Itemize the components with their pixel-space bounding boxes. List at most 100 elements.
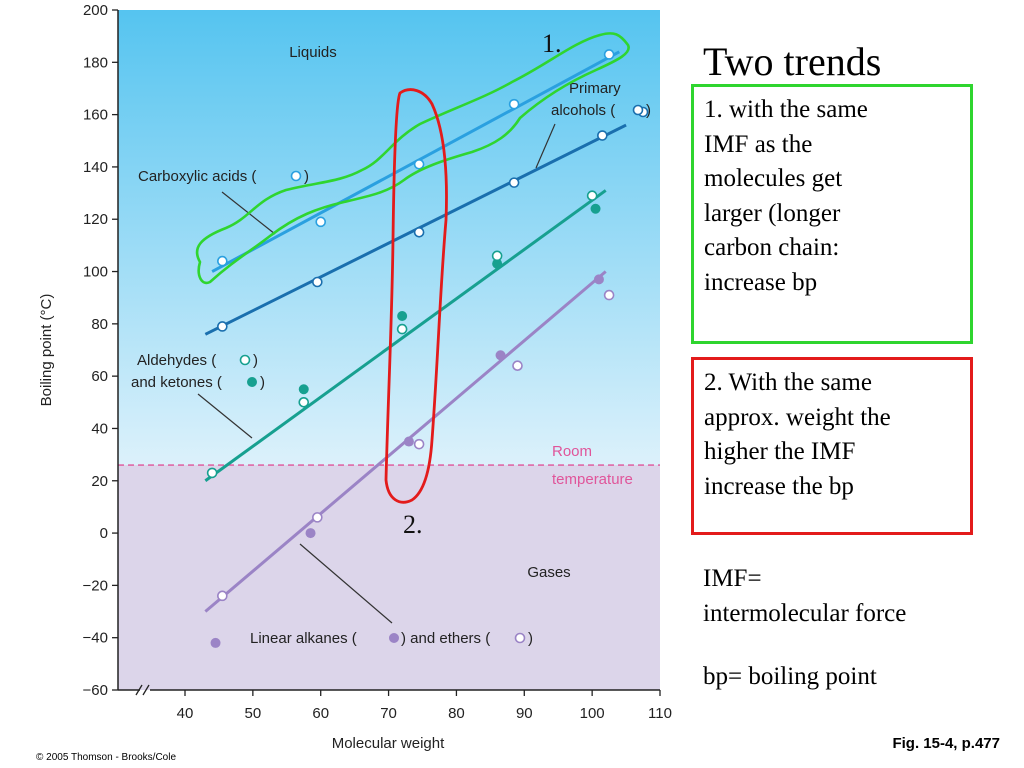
y-tick-label: −40	[83, 630, 108, 647]
y-tick-label: 140	[83, 159, 108, 176]
data-point-filled	[593, 274, 604, 285]
trend-1-line: 1. with the same	[704, 96, 868, 123]
label-paren: )	[646, 102, 651, 119]
data-point-filled	[298, 384, 309, 395]
trend-1-line: carbon chain:	[704, 234, 840, 261]
carboxylic-acids-label: Carboxylic acids (	[138, 168, 256, 185]
axis-break-mark	[142, 684, 150, 696]
primary-alcohols-label: Primary	[569, 80, 621, 97]
y-tick-label: 20	[91, 473, 108, 490]
y-tick-label: 80	[91, 316, 108, 333]
data-point-open	[396, 323, 408, 335]
y-tick-label: 200	[83, 2, 108, 19]
trend-line	[204, 189, 607, 482]
trend-1-marker: 1.	[542, 29, 562, 58]
data-point-open	[206, 467, 218, 479]
trend-2-box: 2. With the same approx. weight the higher…	[691, 357, 973, 535]
x-tick-label: 40	[177, 705, 194, 722]
data-point-open	[491, 250, 503, 262]
data-point-filled	[403, 436, 414, 447]
data-point-open	[413, 227, 425, 238]
data-point-filled	[492, 258, 503, 269]
x-tick-label: 80	[448, 705, 465, 722]
legend-marker-open	[239, 354, 251, 366]
x-axis-title: Molecular weight	[332, 735, 445, 752]
data-point-open	[586, 190, 598, 201]
trend-2-line: higher the IMF	[704, 438, 856, 465]
legend-marker-open	[632, 104, 644, 116]
panel-title: Two trends	[703, 39, 882, 84]
legend-marker-filled	[247, 377, 257, 387]
x-tick-label: 70	[380, 705, 397, 722]
green-highlight-outline	[195, 32, 630, 285]
data-point-open	[508, 177, 520, 188]
trend-2-line: 2. With the same	[704, 369, 872, 396]
x-tick-label: 110	[648, 705, 672, 722]
axes: −60 −40 −20 0 20 40 60 80 100 120 140 160 180 200 40 50…	[38, 2, 672, 752]
x-tick-label: 50	[245, 705, 262, 722]
series-2	[204, 189, 607, 482]
trend-1-line: larger (longer	[704, 199, 841, 227]
ethers-label: ) and ethers (	[401, 630, 490, 647]
legend-marker-filled	[389, 633, 399, 643]
trend-2-marker: 2.	[403, 510, 423, 539]
label-paren: )	[260, 374, 265, 391]
y-tick-label: 0	[100, 525, 108, 542]
series-layer	[204, 49, 649, 648]
y-tick-label: 40	[91, 420, 108, 437]
y-tick-label: 100	[83, 264, 108, 281]
bp-definition: bp= boiling point	[703, 663, 877, 690]
liquids-label: Liquids	[289, 44, 337, 61]
y-tick-label: 120	[83, 211, 108, 228]
room-temperature-label: temperature	[552, 471, 633, 488]
y-tick-label: −20	[83, 577, 108, 594]
y-axis-title: Boiling point (°C)	[38, 294, 55, 407]
data-point-open	[413, 159, 425, 170]
imf-definition: IMF= intermolecular force	[703, 562, 1003, 631]
x-tick-label: 90	[516, 705, 533, 722]
y-tick-label: 160	[83, 107, 108, 124]
y-tick-label: −60	[83, 682, 108, 699]
data-point-open	[312, 512, 323, 523]
label-paren: )	[304, 168, 309, 185]
series-0	[211, 49, 620, 273]
y-tick-label: 60	[91, 368, 108, 385]
legend-marker-open	[290, 170, 302, 182]
figure-reference: Fig. 15-4, p.477	[892, 735, 1000, 752]
alkanes-label: Linear alkanes (	[250, 630, 357, 647]
imf-definition-line: intermolecular force	[703, 599, 907, 627]
data-point-open	[217, 321, 228, 332]
data-point-open	[597, 130, 608, 141]
room-temperature-label: Room	[552, 443, 592, 460]
trend-1-line: increase bp	[704, 268, 818, 296]
data-point-filled	[305, 528, 316, 539]
trend-1-box: 1. with the same IMF as the molecules get l…	[691, 84, 973, 344]
y-tick-label: 180	[83, 54, 108, 71]
leader-line	[299, 543, 393, 624]
gases-label: Gases	[527, 564, 570, 581]
ketones-label: and ketones (	[131, 374, 222, 391]
label-paren: )	[528, 630, 533, 647]
data-point-open	[298, 397, 310, 408]
data-point-filled	[210, 637, 221, 648]
data-point-open	[603, 49, 615, 60]
trend-1-line: IMF as the	[704, 130, 813, 158]
data-point-open	[413, 438, 425, 450]
trend-1-line: molecules get	[704, 165, 843, 192]
trend-2-line: approx. weight the	[704, 403, 891, 431]
data-point-filled	[397, 311, 408, 321]
data-point-filled	[495, 350, 506, 361]
x-tick-label: 60	[312, 705, 329, 722]
data-point-open	[315, 216, 327, 228]
data-point-open	[217, 255, 228, 267]
data-point-open	[603, 289, 615, 301]
data-point-open	[217, 590, 228, 602]
data-point-filled	[590, 203, 601, 214]
legend-marker-open	[514, 632, 526, 644]
imf-definition-line: IMF=	[703, 565, 762, 592]
x-tick-label: 100	[580, 705, 605, 722]
aldehydes-label: Aldehydes (	[137, 352, 216, 369]
leader-line	[197, 393, 253, 439]
boiling-point-chart: −60 −40 −20 0 20 40 60 80 100 120 140 160 180 200 40 50…	[38, 2, 672, 752]
data-point-open	[508, 98, 520, 110]
